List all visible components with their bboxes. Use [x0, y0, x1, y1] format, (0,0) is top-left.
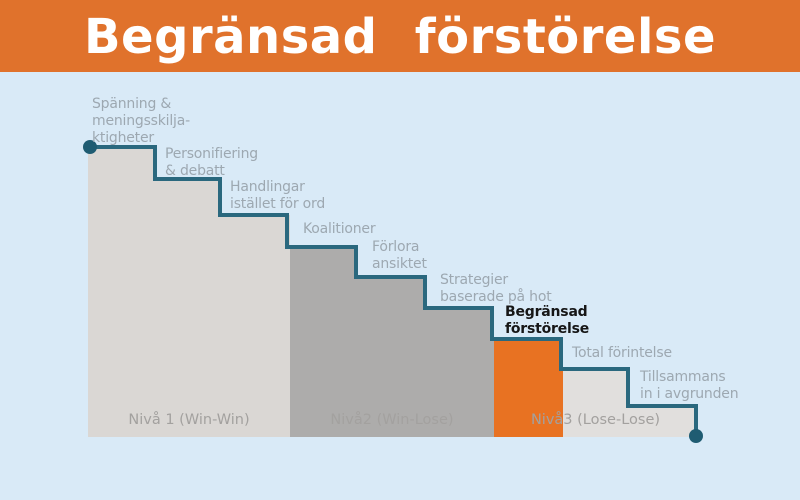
step-label-5: Förlora ansiktet	[372, 239, 427, 272]
level1-block-segment	[88, 147, 157, 437]
step-label-4: Koalitioner	[303, 221, 376, 237]
page-title: Begränsad förstörelse	[83, 9, 717, 65]
level1-block-segment	[222, 215, 290, 437]
level-label-1: Nivå 1 (Win-Win)	[128, 412, 250, 428]
step-label-2: Personifiering & debatt	[165, 146, 258, 179]
step-label-8: Total förintelse	[572, 345, 672, 361]
level1-block-segment	[157, 179, 222, 437]
step-label-7-highlighted: Begränsad förstörelse	[505, 304, 590, 337]
level-label-2: Nivå2 (Win-Lose)	[330, 412, 454, 428]
step-label-3: Handlingar istället för ord	[230, 179, 326, 212]
step-label-6: Strategier baserade på hot	[440, 272, 552, 305]
step-label-9: Tillsammans in i avgrunden	[640, 369, 739, 402]
level2-block-segment	[290, 247, 358, 437]
title-bar: Begränsad förstörelse	[0, 0, 800, 72]
step-label-1: Spänning & meningsskilja- ktigheter	[92, 96, 190, 146]
level-label-3: Nivå3 (Lose-Lose)	[530, 412, 661, 428]
